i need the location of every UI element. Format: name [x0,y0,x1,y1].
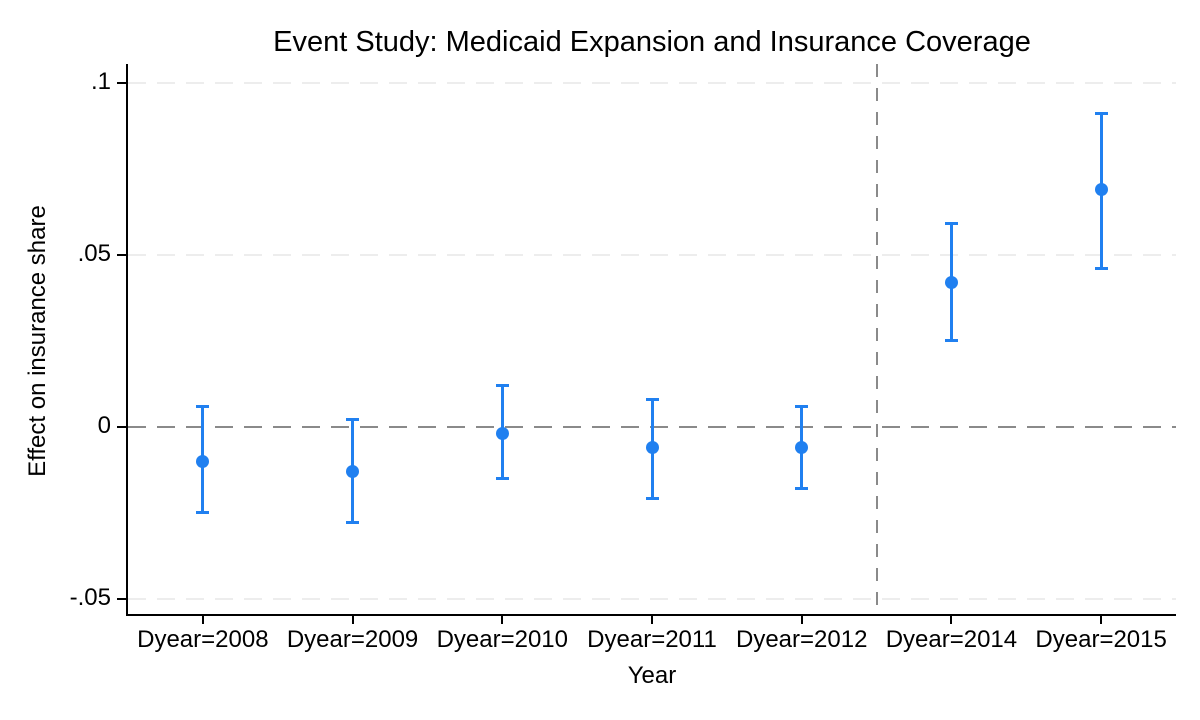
treatment-reference-line [875,64,878,614]
y-tick-label: 0 [97,411,111,439]
y-tick [117,253,126,256]
error-bar-cap-bottom [944,339,958,343]
x-tick [1100,616,1103,624]
point-marker [1094,182,1108,196]
x-tick-label: Dyear=2010 [436,626,568,653]
y-tick [117,425,126,428]
x-tick [651,616,653,624]
y-tick [117,81,126,84]
gridline [128,253,1176,256]
gridline [128,81,1176,84]
error-bar-cap-top [645,397,659,401]
gridline [128,597,1176,600]
error-bar-cap-top [944,222,958,226]
y-tick [117,597,126,600]
y-tick-label: -.05 [69,583,111,611]
point-marker [495,427,509,441]
x-tick [201,616,204,624]
y-tick-label: .05 [77,239,111,267]
x-tick [351,616,354,624]
x-tick [950,616,953,624]
error-bar-cap-bottom [1094,267,1108,271]
x-tick [501,616,504,624]
x-tick-label: Dyear=2011 [587,626,717,653]
point-marker [196,454,210,468]
point-marker [645,440,659,454]
x-axis-line [126,614,1176,616]
error-bar-cap-bottom [645,497,659,501]
chart-title: Event Study: Medicaid Expansion and Insu… [273,26,1031,58]
x-tick [800,616,803,624]
error-bar-cap-top [1094,112,1108,116]
point-marker [795,440,809,454]
x-tick-label: Dyear=2014 [885,626,1018,653]
y-tick-label: .1 [90,67,111,95]
error-bar-cap-bottom [196,511,210,515]
error-bar-cap-top [346,418,360,422]
x-tick-label: Dyear=2012 [735,626,868,653]
error-bar-cap-top [795,404,809,408]
y-axis-line [126,64,128,616]
error-bar-cap-top [495,383,509,387]
x-tick-label: Dyear=2009 [286,626,419,653]
error-bar-cap-top [196,404,210,408]
x-tick-label: Dyear=2015 [1035,626,1167,653]
point-marker [346,464,360,478]
x-axis-title: Year [627,662,677,689]
error-bar-cap-bottom [495,476,509,480]
point-marker [944,275,958,289]
error-bar-cap-bottom [346,521,360,525]
x-tick-label: Dyear=2008 [137,626,269,653]
error-bar-cap-bottom [795,487,809,491]
